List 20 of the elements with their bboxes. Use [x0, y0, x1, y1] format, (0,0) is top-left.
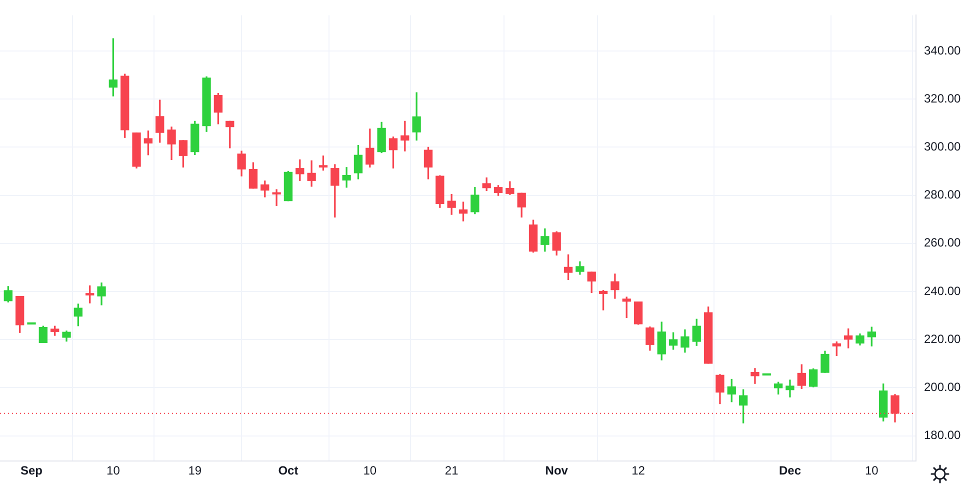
x-tick-label: 12 — [632, 464, 646, 478]
y-tick-label: 280.00 — [924, 188, 962, 202]
x-tick-label: Oct — [278, 464, 298, 478]
y-tick-label: 300.00 — [924, 140, 962, 154]
y-tick-label: 320.00 — [924, 91, 962, 106]
x-tick-label: 19 — [188, 464, 202, 478]
y-tick-label: 220.00 — [924, 332, 962, 346]
y-tick-label: 180.00 — [924, 428, 962, 442]
x-tick-label: 10 — [106, 464, 120, 478]
y-tick-label: 240.00 — [924, 284, 962, 298]
x-tick-label: 10 — [864, 464, 879, 478]
y-tick-label: 200.00 — [924, 380, 962, 394]
x-tick-label: 10 — [363, 464, 377, 478]
x-tick-label: Sep — [20, 464, 43, 478]
x-tick-label: Nov — [545, 464, 568, 478]
candlestick — [27, 322, 36, 325]
x-tick-label: Dec — [778, 464, 802, 478]
y-tick-label: 260.00 — [924, 236, 962, 250]
x-tick-label: 21 — [444, 464, 459, 478]
y-tick-label: 340.00 — [924, 43, 962, 58]
